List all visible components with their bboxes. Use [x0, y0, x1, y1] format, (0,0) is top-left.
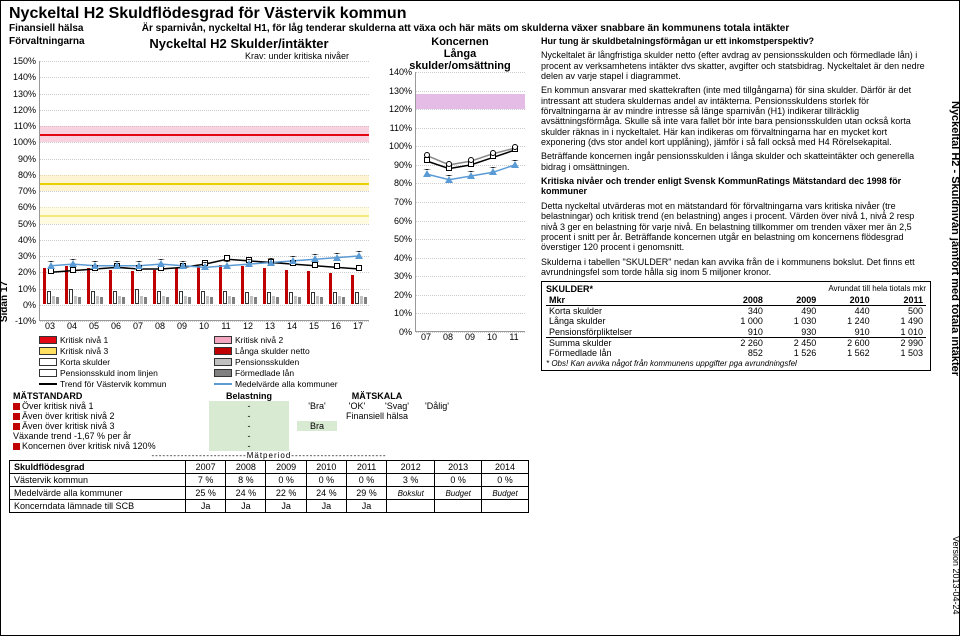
chart1-area: -10%0%10%20%30%40%50%60%70%80%90%100%110…: [39, 61, 369, 321]
chart1-corner: Förvaltningarna: [9, 36, 99, 47]
chart1-legend: Kritisk nivå 1Kritisk nivå 2Kritisk nivå…: [9, 335, 379, 389]
chart1-xlabels: 030405060708091011121314151617: [39, 321, 369, 331]
text-p5: Skulderna i tabellen "SKULDER" nedan kan…: [541, 257, 931, 278]
main-row: Förvaltningarna Nyckeltal H2 Skulder/int…: [9, 36, 951, 389]
skulder-footnote: * Obs! Kan avvika något från kommunens u…: [546, 359, 926, 368]
subtitle: Finansiell hälsa Är sparnivån, nyckeltal…: [9, 23, 951, 34]
chart1-sub: Krav: under kritiska nivåer: [9, 51, 379, 61]
text-p1: Nyckeltalet är långfristiga skulder nett…: [541, 50, 931, 81]
matstandard: MÄTSTANDARDBelastningMÄTSKALAÖver kritis…: [9, 391, 951, 451]
text-p2: En kommun ansvarar med skattekraften (in…: [541, 85, 931, 147]
chart2-t1: Koncernen: [385, 36, 535, 48]
subtitle-label: Finansiell hälsa: [9, 23, 139, 34]
skulder-right: Avrundat till hela tiotals mkr: [828, 284, 926, 294]
skulder-title: SKULDER*: [546, 284, 593, 294]
page: Nyckeltal H2 - Skuldnivån jämfört med to…: [0, 0, 960, 636]
text-col: Hur tung är skuldbetalningsförmågan ur e…: [541, 36, 931, 389]
text-h2: Kritiska nivåer och trender enligt Svens…: [541, 176, 931, 197]
chart1-col: Förvaltningarna Nyckeltal H2 Skulder/int…: [9, 36, 379, 389]
chart2-t2: Långa: [385, 48, 535, 60]
text-p3: Beträffande koncernen ingår pensionsskul…: [541, 151, 931, 172]
data-table: Skuldflödesgrad2007200820092010201120122…: [9, 460, 529, 513]
matstandard-table: MÄTSTANDARDBelastningMÄTSKALAÖver kritis…: [9, 391, 457, 451]
skulder-box: SKULDER* Avrundat till hela tiotals mkr …: [541, 281, 931, 371]
matperiod-line: --------------------------Mätperiod-----…: [9, 451, 529, 460]
version: Version 2013-04-24: [951, 536, 960, 615]
page-title: Nyckeltal H2 Skuldflödesgrad för Västerv…: [9, 5, 951, 23]
skulder-table: Mkr2008200920102011Korta skulder34049044…: [546, 295, 926, 359]
chart2-xlabels: 0708091011: [415, 332, 525, 342]
chart1-title: Nyckeltal H2 Skulder/intäkter: [99, 36, 379, 51]
text-q: Hur tung är skuldbetalningsförmågan ur e…: [541, 36, 931, 46]
text-p4: Detta nyckeltal utvärderas mot en mätsta…: [541, 201, 931, 253]
chart2-col: Koncernen Långa skulder/omsättning 0%10%…: [385, 36, 535, 389]
subtitle-text: Är sparnivån, nyckeltal H1, för låg tend…: [142, 23, 789, 34]
chart2-area: 0%10%20%30%40%50%60%70%80%90%100%110%120…: [415, 72, 525, 332]
side-title: Nyckeltal H2 - Skuldnivån jämfört med to…: [949, 101, 960, 376]
